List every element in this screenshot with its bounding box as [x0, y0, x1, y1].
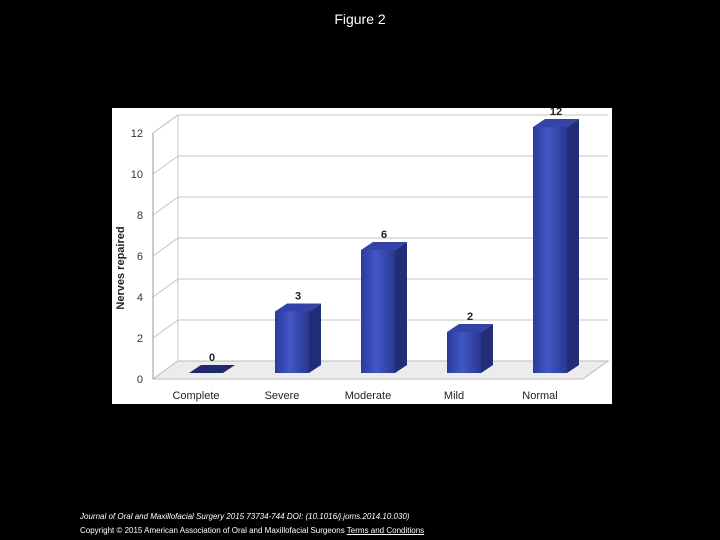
gridline [152, 319, 608, 339]
y-tick-label: 4 [137, 292, 143, 304]
gridline [152, 155, 608, 175]
bar-front [361, 250, 395, 373]
y-tick-label: 8 [137, 210, 143, 222]
x-tick-label: Normal [522, 390, 557, 402]
chart-svg: 0 2 4 6 8 10 12 Nerves repaired 0 Complete 3 Sever… [115, 108, 610, 402]
bar-side [309, 303, 321, 373]
bar-top [361, 242, 407, 250]
bar-side [395, 242, 407, 373]
journal-citation: Journal of Oral and Maxillofacial Surger… [80, 512, 285, 521]
bar-side [481, 324, 493, 373]
label-layer: 0 Complete 3 Severe 6 Moderate 2 Mild 12 Normal [172, 108, 562, 402]
data-label: 12 [550, 108, 562, 118]
side-wall-edge [152, 114, 179, 361]
doi-text: DOI: (10.1016/j.joms.2014.10.030) [286, 512, 410, 521]
x-tick-label: Mild [444, 390, 464, 402]
copyright-line: Copyright © 2015 American Association of… [80, 526, 424, 535]
bar-top [447, 324, 493, 332]
data-label: 6 [381, 229, 387, 241]
slide-title: Figure 2 [334, 11, 386, 27]
terms-and-conditions-link[interactable]: Terms and Conditions [346, 526, 425, 535]
bar-mild [447, 324, 493, 373]
gridline [152, 237, 608, 257]
y-tick-label: 10 [131, 169, 143, 181]
copyright-text: Copyright © 2015 American Association of… [80, 526, 345, 535]
bar-top [533, 119, 579, 127]
bar-front [533, 127, 567, 373]
x-tick-label: Moderate [345, 390, 391, 402]
y-tick-label: 2 [137, 333, 143, 345]
citation-line: Journal of Oral and Maxillofacial Surger… [80, 512, 410, 521]
bar-top [275, 303, 321, 312]
bar-chart: 0 2 4 6 8 10 12 Nerves repaired 0 Complete 3 Sever… [112, 108, 612, 404]
axis-layer: 0 2 4 6 8 10 12 Nerves repaired [115, 128, 610, 386]
gridline [152, 278, 608, 298]
bar-normal [533, 119, 579, 373]
y-axis-label: Nerves repaired [115, 226, 127, 309]
bar-front [447, 332, 481, 373]
x-tick-label: Severe [265, 390, 300, 402]
bar-complete [189, 365, 235, 373]
y-tick-label: 12 [131, 128, 143, 140]
bar-side [567, 119, 579, 373]
data-label: 0 [209, 352, 215, 364]
bar-severe [275, 303, 321, 373]
data-label: 3 [295, 291, 301, 303]
bar-front [275, 311, 309, 373]
y-tick-label: 0 [137, 374, 143, 386]
data-label: 2 [467, 311, 473, 323]
y-tick-label: 6 [137, 251, 143, 263]
x-tick-label: Complete [172, 390, 219, 402]
bar-top [189, 365, 235, 373]
gridline [152, 114, 608, 134]
gridline [152, 196, 608, 216]
bar-layer [189, 119, 579, 373]
bar-moderate [361, 242, 407, 373]
